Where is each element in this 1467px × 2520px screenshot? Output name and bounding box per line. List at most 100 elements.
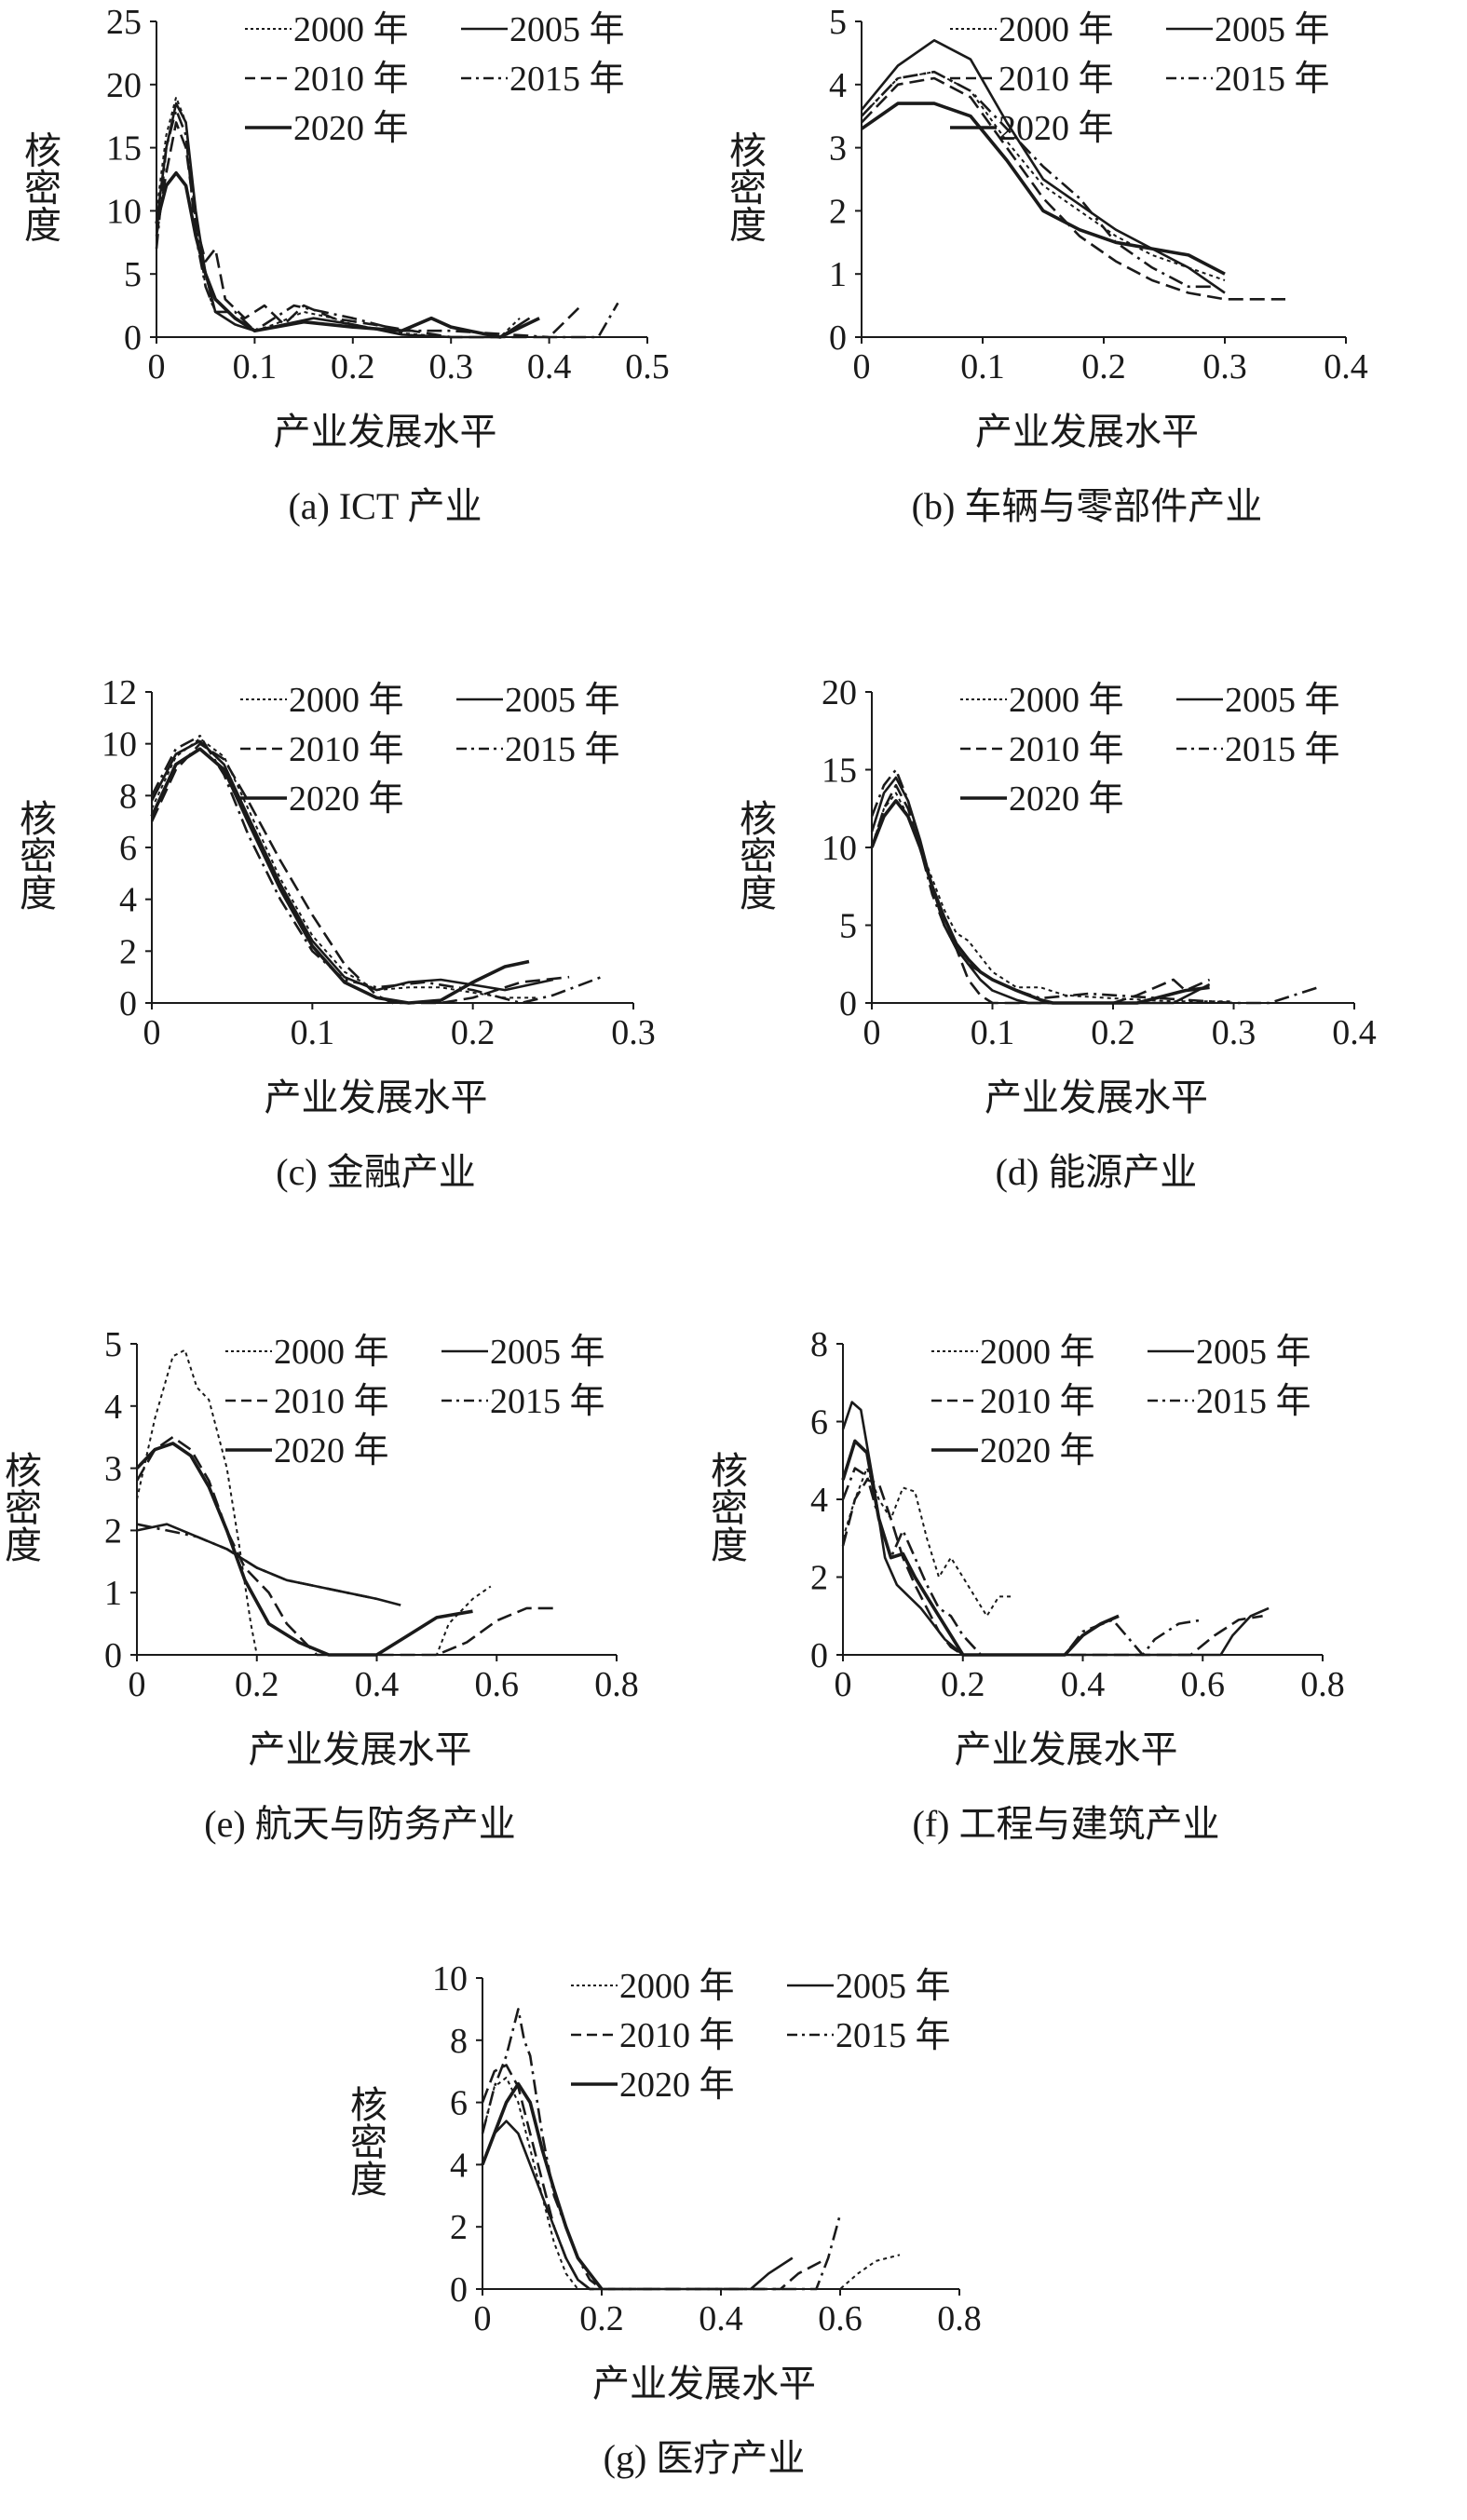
y-axis-title: 核密度 xyxy=(704,1451,747,1563)
legend-label-3: 2010 年 xyxy=(619,2016,735,2055)
legend-label-2: 2005 年 xyxy=(1196,1333,1311,1372)
x-tick-label: 0.3 xyxy=(1202,347,1247,386)
series-line-2020 xyxy=(155,170,540,339)
series-line-2010 xyxy=(135,1435,557,1657)
series-line-2005 xyxy=(841,1401,1270,1657)
y-tick-label: 25 xyxy=(106,3,142,42)
legend-label-1: 2000 年 xyxy=(619,1967,735,2006)
y-axis-title: 核密度 xyxy=(13,799,56,911)
y-tick-label: 5 xyxy=(839,907,857,946)
y-tick-label: 3 xyxy=(829,129,847,169)
x-tick-label: 0 xyxy=(835,1665,852,1704)
y-tick-label: 15 xyxy=(106,129,142,169)
series-line-2020 xyxy=(481,2081,604,2291)
y-tick-label: 2 xyxy=(829,192,847,231)
y-axis-title: 核密度 xyxy=(723,131,766,243)
legend-label-1: 2000 年 xyxy=(980,1333,1095,1372)
y-tick-label: 20 xyxy=(106,66,142,105)
x-tick-label: 0.2 xyxy=(451,1013,496,1052)
legend-label-2: 2005 年 xyxy=(835,1967,951,2006)
y-tick-label: 0 xyxy=(839,984,857,1023)
x-tick-label: 0.1 xyxy=(233,347,278,386)
x-axis-title: 产业发展水平 xyxy=(274,411,497,454)
legend-label-5: 2020 年 xyxy=(274,1431,389,1470)
y-tick-label: 0 xyxy=(829,318,847,358)
x-tick-label: 0 xyxy=(474,2299,492,2338)
y-tick-label: 0 xyxy=(104,1636,122,1675)
series-line-2000 xyxy=(482,2076,901,2290)
legend-label-1: 2000 年 xyxy=(1009,681,1124,720)
x-axis-title: 产业发展水平 xyxy=(975,411,1199,454)
x-tick-label: 0.4 xyxy=(699,2299,743,2338)
panel-caption: (b) 车辆与零部件产业 xyxy=(912,485,1263,527)
legend-label-5: 2020 年 xyxy=(998,109,1114,148)
x-axis-title: 产业发展水平 xyxy=(955,1728,1178,1771)
y-tick-label: 8 xyxy=(810,1325,828,1364)
x-tick-label: 0.2 xyxy=(579,2299,624,2338)
y-axis-title: 核密度 xyxy=(0,1451,41,1563)
y-tick-label: 15 xyxy=(822,752,857,791)
y-tick-label: 10 xyxy=(102,725,137,765)
y-tick-label: 0 xyxy=(450,2270,468,2310)
legend-label-1: 2000 年 xyxy=(274,1333,389,1372)
x-tick-label: 0.6 xyxy=(1181,1665,1226,1704)
series-line-2020 xyxy=(135,1442,473,1657)
series-line-2010 xyxy=(155,121,580,339)
y-axis-title: 核密度 xyxy=(18,131,61,243)
x-tick-label: 0.4 xyxy=(527,347,572,386)
x-tick-label: 0 xyxy=(129,1665,146,1704)
series-line-2010 xyxy=(841,1478,1263,1657)
y-axis-title: 核密度 xyxy=(733,799,776,911)
series-line-2015 xyxy=(861,70,1213,289)
series-line-2000 xyxy=(136,1348,492,1656)
legend-label-3: 2010 年 xyxy=(289,730,404,769)
series-line-2000 xyxy=(861,71,1226,281)
legend-label-3: 2010 年 xyxy=(274,1382,389,1421)
series-line-2005 xyxy=(150,739,554,992)
legend-label-5: 2020 年 xyxy=(293,109,409,148)
x-tick-label: 0.2 xyxy=(235,1665,279,1704)
legend-label-4: 2015 年 xyxy=(509,60,625,99)
panel-caption: (a) ICT 产业 xyxy=(288,485,482,527)
y-tick-label: 4 xyxy=(450,2146,468,2185)
series-line-2005 xyxy=(860,39,1226,294)
x-tick-label: 0.4 xyxy=(1324,347,1368,386)
legend-label-1: 2000 年 xyxy=(293,10,409,49)
y-tick-label: 1 xyxy=(829,255,847,294)
series-line-2015 xyxy=(136,1523,377,1601)
x-tick-label: 0.3 xyxy=(1212,1013,1256,1052)
legend-label-3: 2010 年 xyxy=(1009,730,1124,769)
x-tick-label: 0.4 xyxy=(1332,1013,1377,1052)
x-axis-title: 产业发展水平 xyxy=(265,1077,488,1119)
y-tick-label: 12 xyxy=(102,673,137,712)
y-tick-label: 10 xyxy=(432,1959,468,1998)
legend-label-5: 2020 年 xyxy=(289,779,404,819)
x-tick-label: 0.1 xyxy=(960,347,1005,386)
series-line-2015 xyxy=(481,2008,842,2291)
series-line-2010 xyxy=(870,783,1211,1005)
x-tick-label: 0.8 xyxy=(1300,1665,1345,1704)
legend-label-4: 2015 年 xyxy=(490,1382,605,1421)
y-tick-label: 4 xyxy=(119,881,137,920)
x-tick-label: 0.3 xyxy=(611,1013,656,1052)
y-tick-label: 6 xyxy=(450,2084,468,2123)
legend-label-2: 2005 年 xyxy=(1215,10,1330,49)
series-line-2015 xyxy=(841,1467,1203,1657)
series-line-2000 xyxy=(151,738,537,999)
panel-caption: (d) 能源产业 xyxy=(996,1151,1198,1193)
legend-label-4: 2015 年 xyxy=(1215,60,1330,99)
y-tick-label: 2 xyxy=(104,1511,122,1551)
series-line-2015 xyxy=(150,735,602,1005)
series-line-2005 xyxy=(155,102,531,339)
series-line-2000 xyxy=(871,792,1234,1003)
y-tick-label: 2 xyxy=(119,932,137,971)
legend-label-4: 2015 年 xyxy=(835,2016,951,2055)
x-tick-label: 0.5 xyxy=(625,347,670,386)
x-axis-title: 产业发展水平 xyxy=(592,2363,816,2405)
legend-label-2: 2005 年 xyxy=(490,1333,605,1372)
